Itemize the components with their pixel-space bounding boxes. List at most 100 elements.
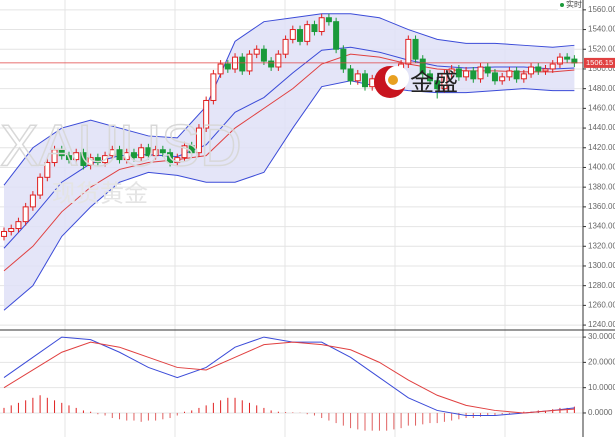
candle-body [268,60,275,68]
candle-body [123,152,130,161]
watermark-cn: 现货黄金 [52,180,148,207]
y-tick-label: 10.0000 [588,383,615,392]
y-tick-label: 0.0000 [588,408,613,417]
candle-body [354,73,361,82]
candle-body [152,149,159,157]
candle-body [203,99,210,129]
candle-body [29,194,36,208]
candle-body [369,78,376,88]
candle-body [455,68,462,78]
candle-body [499,76,506,82]
candle-body [44,162,51,178]
candle-body [347,68,354,82]
candle-body [434,80,441,90]
candle-body [564,56,571,60]
candle-body [275,53,282,68]
candle-body [37,176,44,196]
candle-body [340,48,347,70]
band-fill [4,13,575,311]
candle-body [419,58,426,75]
lower-line [3,80,575,311]
logo-text: 金盛 [410,69,458,96]
candle-body [549,63,556,70]
candle-body [80,152,87,166]
y-tick-label: 1360.00 [588,202,615,211]
candle-body [116,149,123,161]
y-tick-label: 30.0000 [588,332,615,341]
candle-body [484,66,491,74]
candle-body [159,149,166,154]
candle-body [224,63,231,70]
y-tick-label: 1400.00 [588,163,615,172]
candle-body [51,149,58,164]
logo-icon-dot [388,75,398,85]
candle-body [188,145,195,154]
y-tick-label: 1440.00 [588,123,615,132]
candle-body [513,70,520,80]
candle-body [282,38,289,55]
candle-body [260,48,267,62]
candle-body [297,29,304,42]
candle-body [217,63,224,75]
candle-body [362,73,368,88]
last-price-label: 1506.15 [586,58,613,67]
y-tick-label: 1340.00 [588,222,615,231]
watermark: XAUUSD [0,113,242,178]
candle-body [87,157,94,166]
live-label: 实时 [566,0,582,9]
candle-body [441,73,448,90]
live-dot [560,3,564,7]
candle-body [130,152,137,159]
candle-body [571,58,578,64]
candle-body [58,149,65,157]
candle-body [65,155,72,161]
upper-line [3,13,575,186]
y-tick-label: 1540.00 [588,25,615,34]
candle-body [318,17,325,33]
candle-body [304,24,311,42]
candle-body [311,24,318,33]
dea-line [3,341,575,414]
y-tick-label: 1500.00 [588,64,615,73]
candle-body [174,157,181,164]
y-tick-label: 1560.00 [588,5,615,14]
last-price-box [584,57,615,68]
candle-body [138,147,145,159]
candle-body [109,149,116,157]
candle-body [333,21,340,50]
candle-body [520,73,527,80]
y-tick-label: 1480.00 [588,84,615,93]
candle-body [210,73,217,101]
candle-body [506,70,513,78]
y-tick-label: 1420.00 [588,143,615,152]
candle-body [102,155,109,164]
candle-body [195,127,202,154]
candle-body [145,147,152,157]
y-tick-label: 1380.00 [588,182,615,191]
candle-body [167,152,174,164]
y-tick-label: 1460.00 [588,103,615,112]
candle-body [528,66,535,75]
y-tick-label: 1300.00 [588,261,615,270]
candle-body [412,38,419,60]
y-tick-label: 20.0000 [588,357,615,366]
candle-body [8,228,15,232]
candle-body [542,68,549,72]
candle-body [94,157,101,164]
y-tick-label: 1520.00 [588,44,615,53]
candle-body [426,73,433,82]
candle-body [73,152,80,161]
candle-body [477,66,484,80]
logo: 金盛 [374,66,458,98]
candle-body [463,70,470,78]
candle-body [289,29,296,40]
candle-body [470,70,477,80]
candle-body [15,221,22,230]
candle-body [22,206,29,223]
y-tick-label: 1320.00 [588,241,615,250]
candle-body [535,66,542,72]
candle-body [405,38,412,65]
y-tick-label: 1280.00 [588,281,615,290]
